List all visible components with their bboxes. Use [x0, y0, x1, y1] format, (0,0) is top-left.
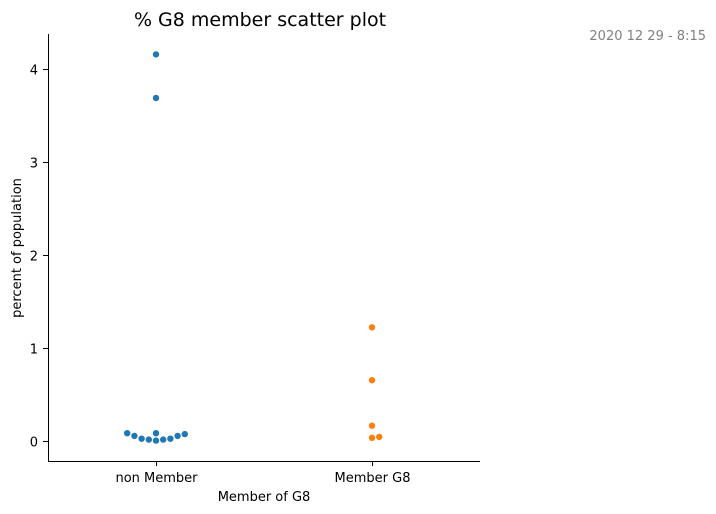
data-point — [152, 436, 160, 445]
x-tick-label: non Member — [115, 471, 198, 486]
chart-title: % G8 member scatter plot — [134, 9, 386, 31]
data-point — [152, 50, 160, 59]
x-ticks: non Member Member G8 — [115, 461, 410, 486]
data-point — [123, 429, 131, 438]
data-point — [181, 430, 189, 438]
data-point — [130, 432, 139, 440]
data-point — [152, 429, 160, 438]
data-point — [368, 433, 376, 442]
x-tick-label: Member G8 — [335, 471, 411, 486]
data-points — [123, 50, 384, 445]
data-point — [137, 434, 146, 443]
data-point — [159, 435, 167, 444]
data-point — [375, 433, 384, 441]
data-point — [368, 421, 376, 430]
data-point — [173, 432, 182, 440]
data-point — [368, 376, 376, 385]
timestamp: 2020 12 29 - 8:15 — [589, 29, 706, 44]
data-point — [166, 434, 175, 443]
y-tick-label: 0 — [30, 436, 38, 451]
y-tick-label: 4 — [30, 64, 38, 79]
data-point — [145, 435, 153, 444]
data-point — [152, 94, 160, 102]
x-axis-label: Member of G8 — [218, 490, 311, 505]
y-ticks: 0 1 2 3 4 — [30, 64, 48, 451]
y-tick-label: 2 — [30, 250, 38, 265]
y-tick-label: 1 — [30, 343, 38, 358]
y-axis-label: percent of population — [10, 178, 25, 318]
y-tick-label: 3 — [30, 157, 38, 172]
data-point — [368, 323, 376, 332]
